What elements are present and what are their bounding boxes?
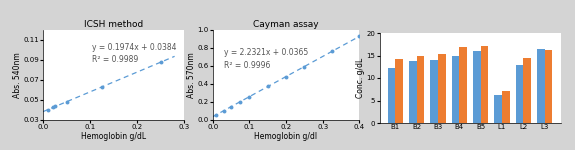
Y-axis label: Abs. 540nm: Abs. 540nm (13, 52, 22, 98)
Point (48, 106, 57, 108)
Point (43, 109, 52, 111)
Y-axis label: Abs. 570nm: Abs. 570nm (187, 52, 196, 98)
Text: R² = 0.9989: R² = 0.9989 (93, 55, 139, 64)
Title: ICSH method: ICSH method (84, 20, 143, 29)
Bar (537, 49, 545, 123)
Bar (481, 46, 488, 123)
Point (62, 101, 71, 103)
Point (219, 110, 228, 112)
Bar (545, 50, 553, 123)
Point (212, 113, 221, 116)
Point (50, 105, 59, 107)
Point (282, 76, 290, 78)
Point (300, 66, 309, 68)
Bar (431, 60, 438, 123)
Point (263, 85, 273, 87)
Text: y = 2.2321x + 0.0365: y = 2.2321x + 0.0365 (224, 48, 309, 57)
Point (245, 95, 254, 98)
Bar (494, 95, 502, 123)
Point (156, 61, 165, 63)
Bar (409, 61, 417, 123)
Point (327, 50, 336, 52)
Title: Cayman assay: Cayman assay (253, 20, 319, 29)
Bar (417, 56, 424, 123)
Bar (502, 91, 509, 123)
Point (236, 101, 245, 103)
Bar (396, 59, 403, 123)
Point (97, 86, 106, 88)
Text: y = 0.1974x + 0.0384: y = 0.1974x + 0.0384 (93, 43, 177, 52)
Point (227, 105, 236, 108)
Bar (438, 54, 446, 123)
Bar (388, 68, 396, 123)
Text: R² = 0.9996: R² = 0.9996 (224, 61, 271, 70)
Bar (516, 65, 523, 123)
Y-axis label: Conc. g/dL: Conc. g/dL (356, 58, 365, 98)
Bar (459, 47, 467, 123)
Point (355, 35, 364, 38)
Bar (523, 58, 531, 123)
X-axis label: Hemoglobin g/dl: Hemoglobin g/dl (255, 132, 317, 141)
Bar (473, 51, 481, 123)
X-axis label: Hemoglobin g/dL: Hemoglobin g/dL (81, 132, 146, 141)
Bar (452, 56, 459, 123)
